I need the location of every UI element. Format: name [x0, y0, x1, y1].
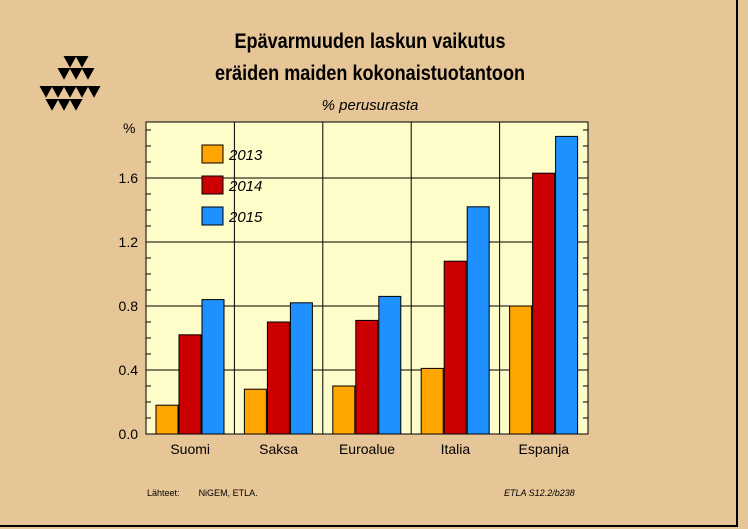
logo-triangle	[45, 99, 59, 111]
y-tick-label: 0.0	[119, 426, 139, 442]
legend-label-2014: 2014	[228, 178, 262, 195]
bar-2013-italia	[420, 367, 444, 435]
x-tick-label: Saksa	[259, 441, 298, 457]
logo-triangle	[75, 56, 89, 68]
y-tick-label: 1.6	[119, 170, 139, 186]
chart-title-line1: Epävarmuuden laskun vaikutus	[234, 30, 506, 53]
chart-title-line2: eräiden maiden kokonaistuotantoon	[214, 62, 526, 85]
x-tick-labels: Suomi Saksa Euroalue Italia Espanja	[170, 441, 569, 457]
logo-triangle	[39, 86, 53, 98]
source-label: Lähteet:	[147, 488, 180, 498]
bar-2014-espanja	[532, 172, 556, 435]
logo-triangle	[87, 86, 101, 98]
bar-2014-italia	[443, 260, 467, 435]
logo-triangle	[63, 56, 77, 68]
chart-code: ETLA S12.2/b238	[504, 488, 575, 498]
legend-swatch-2013	[201, 144, 224, 164]
y-tick-label: 0.4	[119, 362, 139, 378]
bar-2015-saksa	[289, 302, 313, 435]
legend-label-2013: 2013	[228, 147, 263, 164]
logo-triangle	[51, 86, 65, 98]
bar-2014-saksa	[266, 321, 290, 435]
logo-triangle	[63, 86, 77, 98]
logo-triangle	[69, 99, 83, 111]
y-axis-unit: %	[123, 120, 135, 136]
logo-triangle	[69, 68, 83, 80]
legend-swatch-2015	[201, 206, 224, 226]
logo-triangle	[57, 99, 71, 111]
plot-border	[145, 121, 589, 435]
source-text: NiGEM, ETLA.	[198, 488, 258, 498]
x-tick-label: Italia	[441, 441, 471, 457]
legend-label-2015: 2015	[228, 209, 263, 226]
bar-2015-euroalue	[378, 295, 402, 435]
logo-triangle	[75, 86, 89, 98]
y-tick-label: 1.2	[119, 234, 139, 250]
x-tick-label: Suomi	[170, 441, 210, 457]
legend: 2013 2014 2015	[201, 144, 263, 226]
etla-triangles-logo	[39, 56, 101, 111]
bar-2014-euroalue	[355, 319, 379, 435]
x-tick-label: Espanja	[519, 441, 570, 457]
logo-triangle	[57, 68, 71, 80]
bars	[155, 135, 579, 435]
y-tick-label: 0.8	[119, 298, 139, 314]
y-tick-labels: 0.0 0.4 0.8 1.2 1.6	[119, 170, 139, 442]
bar-2015-suomi	[201, 299, 225, 435]
bar-2013-suomi	[155, 404, 179, 435]
source-note: Lähteet: NiGEM, ETLA.	[147, 488, 258, 498]
bar-2015-espanja	[555, 135, 579, 435]
tick-marks	[146, 129, 588, 435]
bar-2013-espanja	[509, 305, 533, 435]
x-tick-label: Euroalue	[339, 441, 395, 457]
chart-subtitle: % perusurasta	[321, 97, 419, 114]
bar-2013-saksa	[243, 388, 267, 435]
bar-2013-euroalue	[332, 385, 356, 435]
logo-triangle	[81, 68, 95, 80]
bar-2015-italia	[466, 206, 490, 435]
bar-2014-suomi	[178, 334, 202, 435]
legend-swatch-2014	[201, 175, 224, 195]
